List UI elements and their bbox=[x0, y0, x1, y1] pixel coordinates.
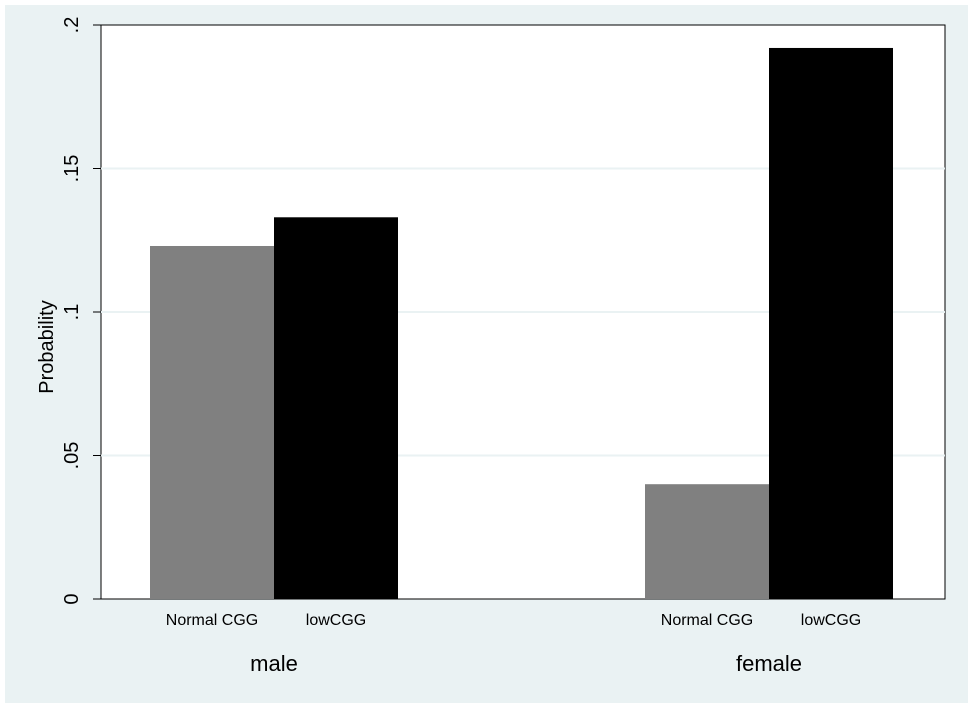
group-label: female bbox=[736, 651, 802, 676]
y-tick-label: 0 bbox=[61, 593, 83, 604]
bar-label: lowCGG bbox=[306, 612, 366, 629]
bar-female-lowcgg bbox=[769, 47, 893, 599]
chart-frame: 0.05.1.15.2 Normal CGG lowCGG male Normal C… bbox=[5, 5, 968, 703]
bar-label: Normal CGG bbox=[166, 612, 258, 629]
y-tick-label: .05 bbox=[61, 442, 83, 470]
y-tick-label: .2 bbox=[61, 17, 83, 34]
y-axis-label: Probability bbox=[36, 300, 58, 393]
y-tick-label: .15 bbox=[61, 155, 83, 183]
bar-label: lowCGG bbox=[801, 612, 861, 629]
y-axis: 0 .05 .1 .15 .2 bbox=[61, 17, 101, 605]
category-labels: Normal CGG lowCGG male Normal CGG lowCGG fema… bbox=[166, 612, 861, 676]
group-label: male bbox=[250, 651, 298, 676]
bar-female-normal-cgg bbox=[645, 484, 769, 599]
bar-male-normal-cgg bbox=[150, 245, 274, 600]
bar-label: Normal CGG bbox=[661, 612, 753, 629]
bars bbox=[150, 47, 893, 600]
y-tick-label: .1 bbox=[61, 304, 83, 321]
bar-male-lowcgg bbox=[274, 217, 398, 600]
